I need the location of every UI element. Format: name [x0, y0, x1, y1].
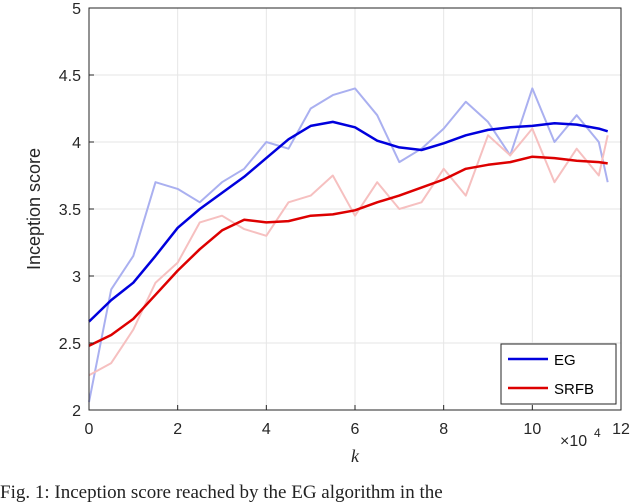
x-tick-label: 6 [351, 421, 360, 438]
x-tick-label: 10 [523, 421, 541, 438]
x-tick-label: 0 [85, 421, 94, 438]
y-tick-label: 4.5 [59, 68, 81, 85]
raw-series [88, 87, 609, 403]
series-eg-raw-line [88, 87, 609, 403]
legend: EG SRFB [500, 343, 617, 405]
y-tick-label: 2.5 [59, 336, 81, 353]
y-tick-label: 4 [72, 135, 81, 152]
x-axis-label: k [351, 446, 360, 466]
figure-caption: Fig. 1: Inception score reached by the E… [0, 482, 443, 503]
series-eg-line [88, 120, 609, 323]
x-tick-label: 4 [262, 421, 271, 438]
x-tick-label: 12 [612, 421, 630, 438]
x-tick-label: 2 [173, 421, 182, 438]
series-srfb-raw-line [88, 127, 609, 377]
smoothed-series [88, 120, 609, 347]
svg-text:4: 4 [594, 426, 601, 440]
legend-box [500, 343, 617, 405]
x-axis-multiplier: ×10 4 [560, 426, 601, 450]
y-axis-label: Inception score [24, 148, 44, 270]
y-tick-label: 2 [72, 403, 81, 420]
legend-label-srfb: SRFB [554, 381, 594, 398]
y-tick-label: 5 [72, 1, 81, 18]
series-srfb-line [88, 155, 608, 347]
y-tick-label: 3 [72, 269, 81, 286]
legend-label-eg: EG [554, 352, 576, 369]
y-tick-label: 3.5 [59, 202, 81, 219]
x-tick-label: 8 [439, 421, 448, 438]
svg-text:×10: ×10 [560, 433, 587, 450]
